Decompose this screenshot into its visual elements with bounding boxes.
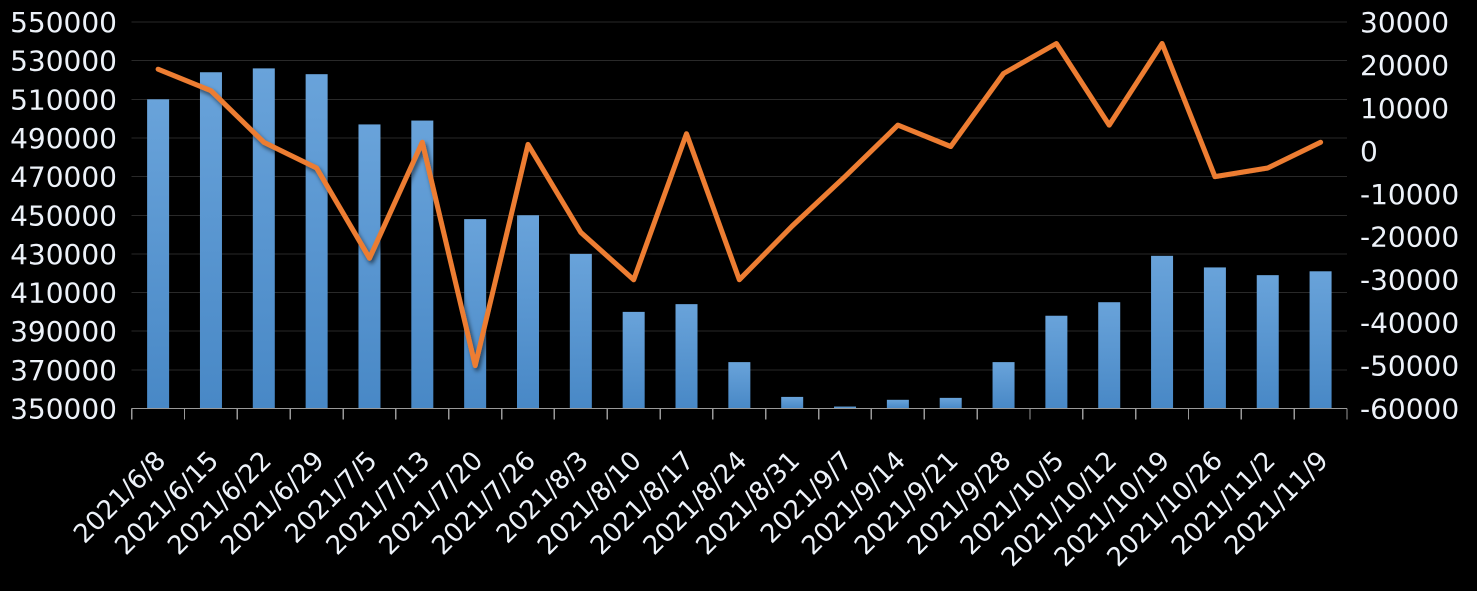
bar — [622, 311, 645, 409]
y-axis-left-tick-label: 450000 — [10, 199, 117, 232]
bar-series — [147, 68, 1332, 409]
bar — [516, 215, 539, 409]
y-axis-left-tick-label: 410000 — [10, 277, 117, 310]
line-series — [155, 41, 1324, 369]
bar — [464, 219, 487, 409]
y-axis-right-tick-label: -50000 — [1360, 350, 1459, 383]
y-axis-left-tick-label: 350000 — [10, 393, 117, 426]
bar — [939, 397, 962, 409]
y-axis-left-tick-label: 490000 — [10, 122, 117, 155]
y-axis-left-tick-label: 390000 — [10, 315, 117, 348]
trend-line — [155, 41, 1324, 369]
y-axis-right-tick-label: -30000 — [1360, 264, 1459, 297]
bar — [886, 399, 909, 409]
y-axis-right-tick-label: -10000 — [1360, 178, 1459, 211]
y-axis-left-tick-label: 510000 — [10, 83, 117, 116]
bar — [1256, 275, 1279, 409]
y-axis-right-tick-label: -20000 — [1360, 221, 1459, 254]
bar — [1309, 271, 1332, 409]
y-axis-left-tick-label: 430000 — [10, 238, 117, 271]
y-axis-left-labels: 550000 530000 510000 490000 470000 450000 4300… — [10, 6, 117, 426]
y-axis-left-tick-label: 470000 — [10, 161, 117, 194]
y-axis-right-tick-label: 20000 — [1360, 49, 1449, 82]
y-axis-right-tick-label: 0 — [1360, 135, 1378, 168]
bar — [1045, 315, 1068, 409]
y-axis-right-labels: 30000 20000 10000 0 -10000 -20000 -30000 -40000… — [1360, 6, 1459, 426]
bar — [358, 124, 381, 409]
bar — [781, 396, 804, 409]
bar — [675, 304, 698, 409]
y-axis-left-tick-label: 550000 — [10, 6, 117, 39]
x-axis — [130, 407, 1348, 420]
bar — [569, 253, 592, 409]
bar — [305, 74, 328, 409]
bar — [834, 406, 857, 409]
bar — [411, 120, 434, 409]
bar — [992, 362, 1015, 409]
y-axis-right-tick-label: -60000 — [1360, 393, 1459, 426]
bar — [728, 362, 751, 409]
y-axis-right-tick-label: 30000 — [1360, 6, 1449, 39]
bar — [199, 72, 222, 409]
bar — [1151, 255, 1174, 409]
y-axis-left-tick-label: 530000 — [10, 45, 117, 78]
y-axis-left-tick-label: 370000 — [10, 354, 117, 387]
y-axis-right-tick-label: 10000 — [1360, 92, 1449, 125]
bar — [1203, 267, 1226, 409]
bar — [1098, 302, 1121, 409]
bar — [147, 99, 170, 409]
bar — [252, 68, 275, 409]
y-axis-right-tick-label: -40000 — [1360, 307, 1459, 340]
